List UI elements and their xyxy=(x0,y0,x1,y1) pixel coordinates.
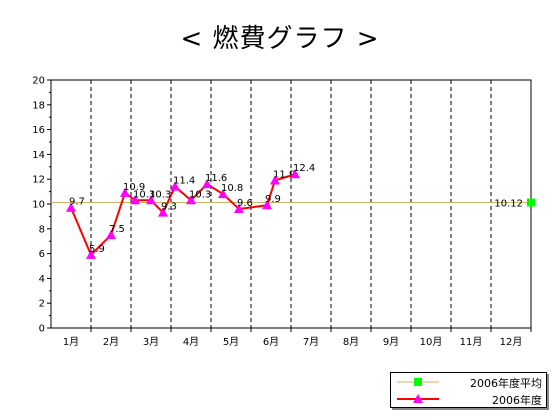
data-point xyxy=(270,175,280,185)
y-tick-label: 0 xyxy=(39,324,45,335)
data-point xyxy=(290,169,300,179)
data-point xyxy=(106,230,116,239)
x-tick-label: 8月 xyxy=(343,336,359,348)
legend-swatch-monthly xyxy=(397,394,439,403)
data-label: 9.3 xyxy=(161,202,177,213)
x-tick-label: 12月 xyxy=(500,336,523,348)
data-point xyxy=(218,189,228,199)
y-tick-label: 4 xyxy=(39,274,45,285)
x-tick-label: 9月 xyxy=(383,336,399,348)
legend-label-monthly: 2006年度 xyxy=(492,394,542,407)
y-tick-label: 12 xyxy=(32,175,45,186)
y-tick-label: 14 xyxy=(32,150,45,161)
x-tick-label: 11月 xyxy=(460,336,483,348)
legend-label-average: 2006年度平均 xyxy=(470,377,542,390)
x-tick-label: 1月 xyxy=(63,336,79,348)
y-tick-label: 16 xyxy=(32,125,45,136)
data-point xyxy=(158,207,168,217)
data-label: 7.5 xyxy=(109,224,125,235)
data-point xyxy=(130,195,140,205)
x-tick-label: 10月 xyxy=(420,336,443,348)
data-label: 10.3 xyxy=(133,189,155,200)
data-label: 5.9 xyxy=(89,244,105,255)
chart-title: < 燃費グラフ > xyxy=(180,24,380,54)
x-tick-label: 2月 xyxy=(103,336,119,348)
data-label: 11.4 xyxy=(173,176,195,187)
data-label: 12.4 xyxy=(293,163,315,174)
data-label: 10.3 xyxy=(149,189,171,200)
data-point xyxy=(234,203,244,213)
y-tick-label: 10 xyxy=(32,200,45,211)
data-label: 10.8 xyxy=(221,183,243,194)
y-tick-label: 8 xyxy=(39,224,45,235)
average-marker xyxy=(527,198,535,207)
data-label: 11.9 xyxy=(273,169,295,180)
data-point xyxy=(202,179,212,189)
data-label: 10.3 xyxy=(189,189,211,200)
legend-item-average: 2006年度平均 xyxy=(391,374,546,390)
y-tick-label: 6 xyxy=(39,249,45,260)
legend-item-monthly: 2006年度 xyxy=(391,391,546,407)
data-point xyxy=(262,200,272,210)
average-label: 10.12 xyxy=(494,199,523,210)
data-label: 9.9 xyxy=(265,194,281,205)
x-tick-label: 7月 xyxy=(303,336,319,348)
data-point xyxy=(146,195,156,205)
data-point xyxy=(120,187,130,197)
data-label: 11.6 xyxy=(205,173,227,184)
x-tick-label: 3月 xyxy=(143,336,159,348)
legend: 2006年度平均 2006年度 xyxy=(390,372,547,408)
x-tick-label: 5月 xyxy=(223,336,239,348)
data-point xyxy=(186,195,196,205)
data-label: 9.7 xyxy=(69,197,85,208)
data-point xyxy=(86,249,96,259)
x-tick-label: 4月 xyxy=(183,336,199,348)
legend-swatch-average xyxy=(397,378,439,386)
x-tick-label: 6月 xyxy=(263,336,279,348)
y-tick-label: 2 xyxy=(39,299,45,310)
data-point xyxy=(170,181,180,191)
y-tick-label: 18 xyxy=(32,100,45,111)
y-tick-label: 20 xyxy=(32,76,45,87)
data-label: 10.9 xyxy=(123,182,145,193)
data-label: 9.6 xyxy=(237,198,253,209)
data-point xyxy=(66,202,76,212)
